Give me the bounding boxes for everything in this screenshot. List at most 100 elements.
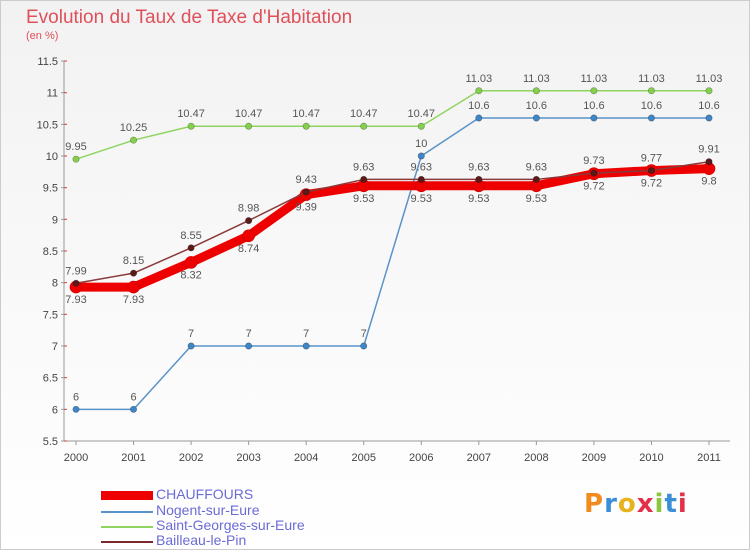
data-label-chauffours: 9.53 [526, 193, 547, 205]
data-point-nogent [417, 152, 425, 160]
data-label-saint-georges: 9.95 [65, 141, 86, 153]
data-point-saint-georges [532, 87, 540, 95]
y-tick-label: 7.5 [43, 309, 58, 321]
data-point-chauffours [127, 280, 140, 294]
legend-swatch-bailleau [101, 541, 153, 543]
data-point-bailleau [72, 279, 80, 287]
data-label-saint-georges: 10.47 [350, 108, 378, 120]
y-tick-label: 7 [52, 341, 58, 353]
y-tick-label: 11.5 [37, 56, 58, 68]
data-point-nogent [532, 114, 540, 122]
series-line-nogent [75, 117, 710, 411]
legend-label-bailleau: Bailleau-le-Pin [156, 532, 247, 548]
data-label-chauffours: 9.39 [295, 202, 316, 214]
x-tick-label: 2001 [121, 452, 145, 464]
y-tick-label: 5.5 [43, 436, 58, 448]
data-label-saint-georges: 11.03 [638, 73, 665, 85]
logo-letter: x [636, 489, 655, 519]
x-tick-label: 2010 [639, 452, 663, 464]
data-label-chauffours: 8.74 [238, 243, 259, 255]
data-label-saint-georges: 10.25 [120, 122, 148, 134]
data-point-nogent [130, 405, 138, 413]
data-point-bailleau [532, 175, 540, 183]
data-label-nogent: 10.6 [641, 100, 662, 112]
data-label-nogent: 6 [73, 391, 79, 403]
data-point-saint-georges [590, 87, 598, 95]
data-point-nogent [187, 342, 195, 350]
data-point-nogent [245, 342, 253, 350]
data-point-bailleau [302, 188, 310, 196]
data-point-saint-georges [417, 122, 425, 130]
data-point-saint-georges [130, 136, 138, 144]
logo-letter: P [584, 489, 605, 519]
data-point-bailleau [475, 175, 483, 183]
data-point-saint-georges [705, 87, 713, 95]
data-label-bailleau: 9.91 [698, 144, 719, 156]
data-point-bailleau [245, 217, 253, 225]
data-label-nogent: 10.6 [583, 100, 604, 112]
legend-swatch-saint-georges [101, 526, 153, 528]
y-tick-label: 9 [52, 214, 58, 226]
legend-label-nogent: Nogent-sur-Eure [156, 502, 260, 518]
legend-label-saint-georges: Saint-Georges-sur-Eure [156, 517, 305, 533]
data-label-saint-georges: 11.03 [523, 73, 550, 85]
logo-letter: o [617, 489, 637, 519]
legend-label-chauffours: CHAUFFOURS [156, 486, 254, 502]
data-label-chauffours: 7.93 [123, 294, 144, 306]
data-label-nogent: 10.6 [468, 100, 489, 112]
data-point-chauffours [242, 229, 255, 243]
data-label-saint-georges: 10.47 [235, 108, 263, 120]
data-point-bailleau [187, 244, 195, 252]
data-label-saint-georges: 11.03 [696, 73, 723, 85]
legend-swatch-nogent [101, 511, 153, 513]
x-tick-label: 2011 [697, 452, 721, 464]
data-label-bailleau: 8.98 [238, 203, 259, 215]
data-label-bailleau: 8.15 [123, 255, 144, 267]
data-label-saint-georges: 10.47 [292, 108, 320, 120]
series-line-chauffours [71, 164, 714, 292]
data-point-nogent [72, 405, 80, 413]
data-label-bailleau: 9.63 [411, 161, 432, 173]
y-tick-label: 6 [52, 404, 58, 416]
x-tick-label: 2003 [236, 452, 260, 464]
data-point-saint-georges [475, 87, 483, 95]
data-label-bailleau: 9.63 [526, 161, 547, 173]
y-tick-label: 9.5 [43, 183, 58, 195]
data-label-bailleau: 9.63 [353, 161, 374, 173]
data-point-nogent [647, 114, 655, 122]
chart-title: Evolution du Taux de Taxe d'Habitation [26, 7, 353, 28]
data-label-bailleau: 9.77 [641, 153, 662, 165]
x-tick-label: 2000 [64, 452, 88, 464]
data-label-nogent: 7 [303, 328, 309, 340]
data-label-bailleau: 9.73 [583, 155, 604, 167]
data-point-bailleau [130, 269, 138, 277]
data-label-nogent: 7 [361, 328, 367, 340]
data-label-nogent: 7 [188, 328, 194, 340]
data-label-chauffours: 9.53 [468, 193, 489, 205]
logo-letter: r [604, 489, 618, 519]
logo-letter: t [664, 489, 678, 519]
data-label-chauffours: 8.32 [180, 269, 201, 281]
data-label-chauffours: 9.53 [353, 193, 374, 205]
data-point-nogent [302, 342, 310, 350]
x-tick-label: 2007 [467, 452, 491, 464]
data-label-nogent: 10 [415, 138, 427, 150]
x-tick-label: 2006 [409, 452, 433, 464]
data-point-saint-georges [302, 122, 310, 130]
y-tick-label: 11 [47, 88, 58, 100]
data-point-saint-georges [245, 122, 253, 130]
data-label-nogent: 10.6 [698, 100, 719, 112]
data-label-chauffours: 7.93 [65, 294, 86, 306]
x-tick-label: 2004 [294, 452, 318, 464]
data-point-nogent [360, 342, 368, 350]
data-point-saint-georges [187, 122, 195, 130]
legend-swatch-chauffours [101, 491, 153, 500]
proxiti-logo: Proxiti [584, 489, 688, 519]
data-label-chauffours: 9.72 [583, 181, 604, 193]
data-label-chauffours: 9.8 [701, 176, 716, 188]
data-label-nogent: 10.6 [526, 100, 547, 112]
data-point-bailleau [647, 167, 655, 175]
series-line-saint-georges [75, 90, 710, 160]
